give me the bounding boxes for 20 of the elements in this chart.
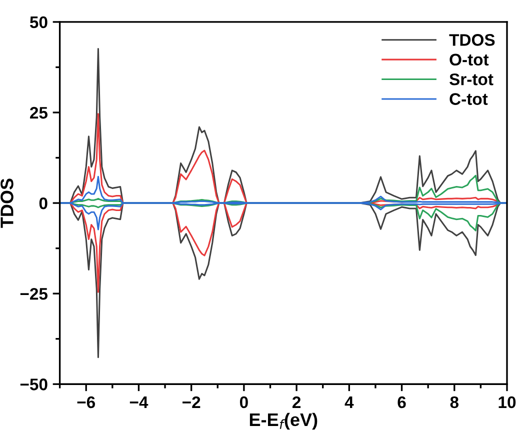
y-axis-title: TDOS xyxy=(0,178,14,228)
y-tick-label: 25 xyxy=(30,106,48,119)
y-tick-label: −50 xyxy=(20,378,48,390)
y-tick-label: 50 xyxy=(30,16,48,28)
x-tick-label: 10 xyxy=(498,396,516,408)
y-tick-label: 0 xyxy=(39,197,48,210)
x-tick-label: 2 xyxy=(292,396,301,408)
x-tick-label: −2 xyxy=(182,396,200,408)
legend-label: Sr-tot xyxy=(450,73,494,86)
x-tick-label: −4 xyxy=(130,396,148,408)
x-tick-label: 0 xyxy=(240,396,248,408)
legend-label: C-tot xyxy=(450,93,488,105)
x-tick-label: 6 xyxy=(398,396,406,408)
legend-label: O-tot xyxy=(450,54,489,66)
x-tick-label: −6 xyxy=(77,396,96,408)
x-axis-title: E-E$_{f}$(eV) xyxy=(250,412,318,430)
x-tick-label: 8 xyxy=(450,396,459,408)
legend-label: TDOS xyxy=(449,34,495,46)
y-tick-label: −25 xyxy=(20,288,48,300)
x-tick-label: 4 xyxy=(344,396,354,408)
